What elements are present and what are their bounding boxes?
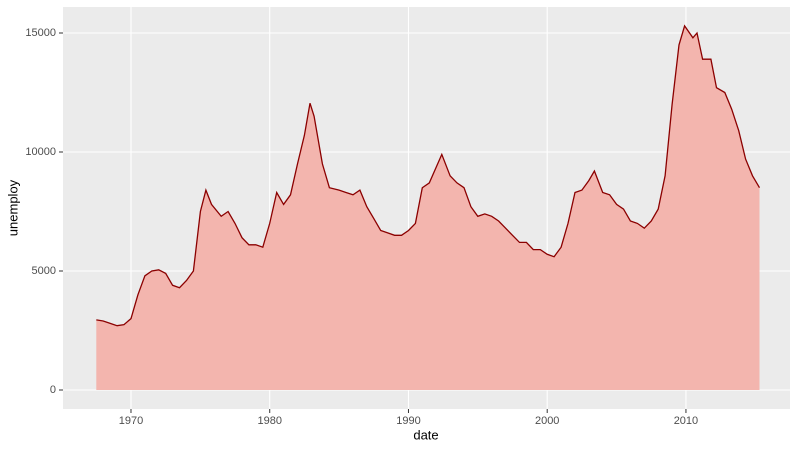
area bbox=[96, 25, 760, 391]
x-tick-label: 1970 bbox=[119, 415, 143, 427]
y-tick-label: 0 bbox=[50, 384, 56, 396]
line bbox=[96, 24, 761, 327]
y-tick-label: 15000 bbox=[25, 27, 56, 39]
y-tick-label: 10000 bbox=[25, 146, 56, 158]
x-axis-title: date bbox=[413, 427, 438, 442]
x-tick-label: 1990 bbox=[396, 415, 420, 427]
x-tick-label: 1980 bbox=[257, 415, 281, 427]
y-axis-title: unemploy bbox=[5, 179, 20, 236]
x-tick-label: 2010 bbox=[674, 415, 698, 427]
x-tick-label: 2000 bbox=[535, 415, 559, 427]
y-tick-label: 5000 bbox=[32, 265, 56, 277]
